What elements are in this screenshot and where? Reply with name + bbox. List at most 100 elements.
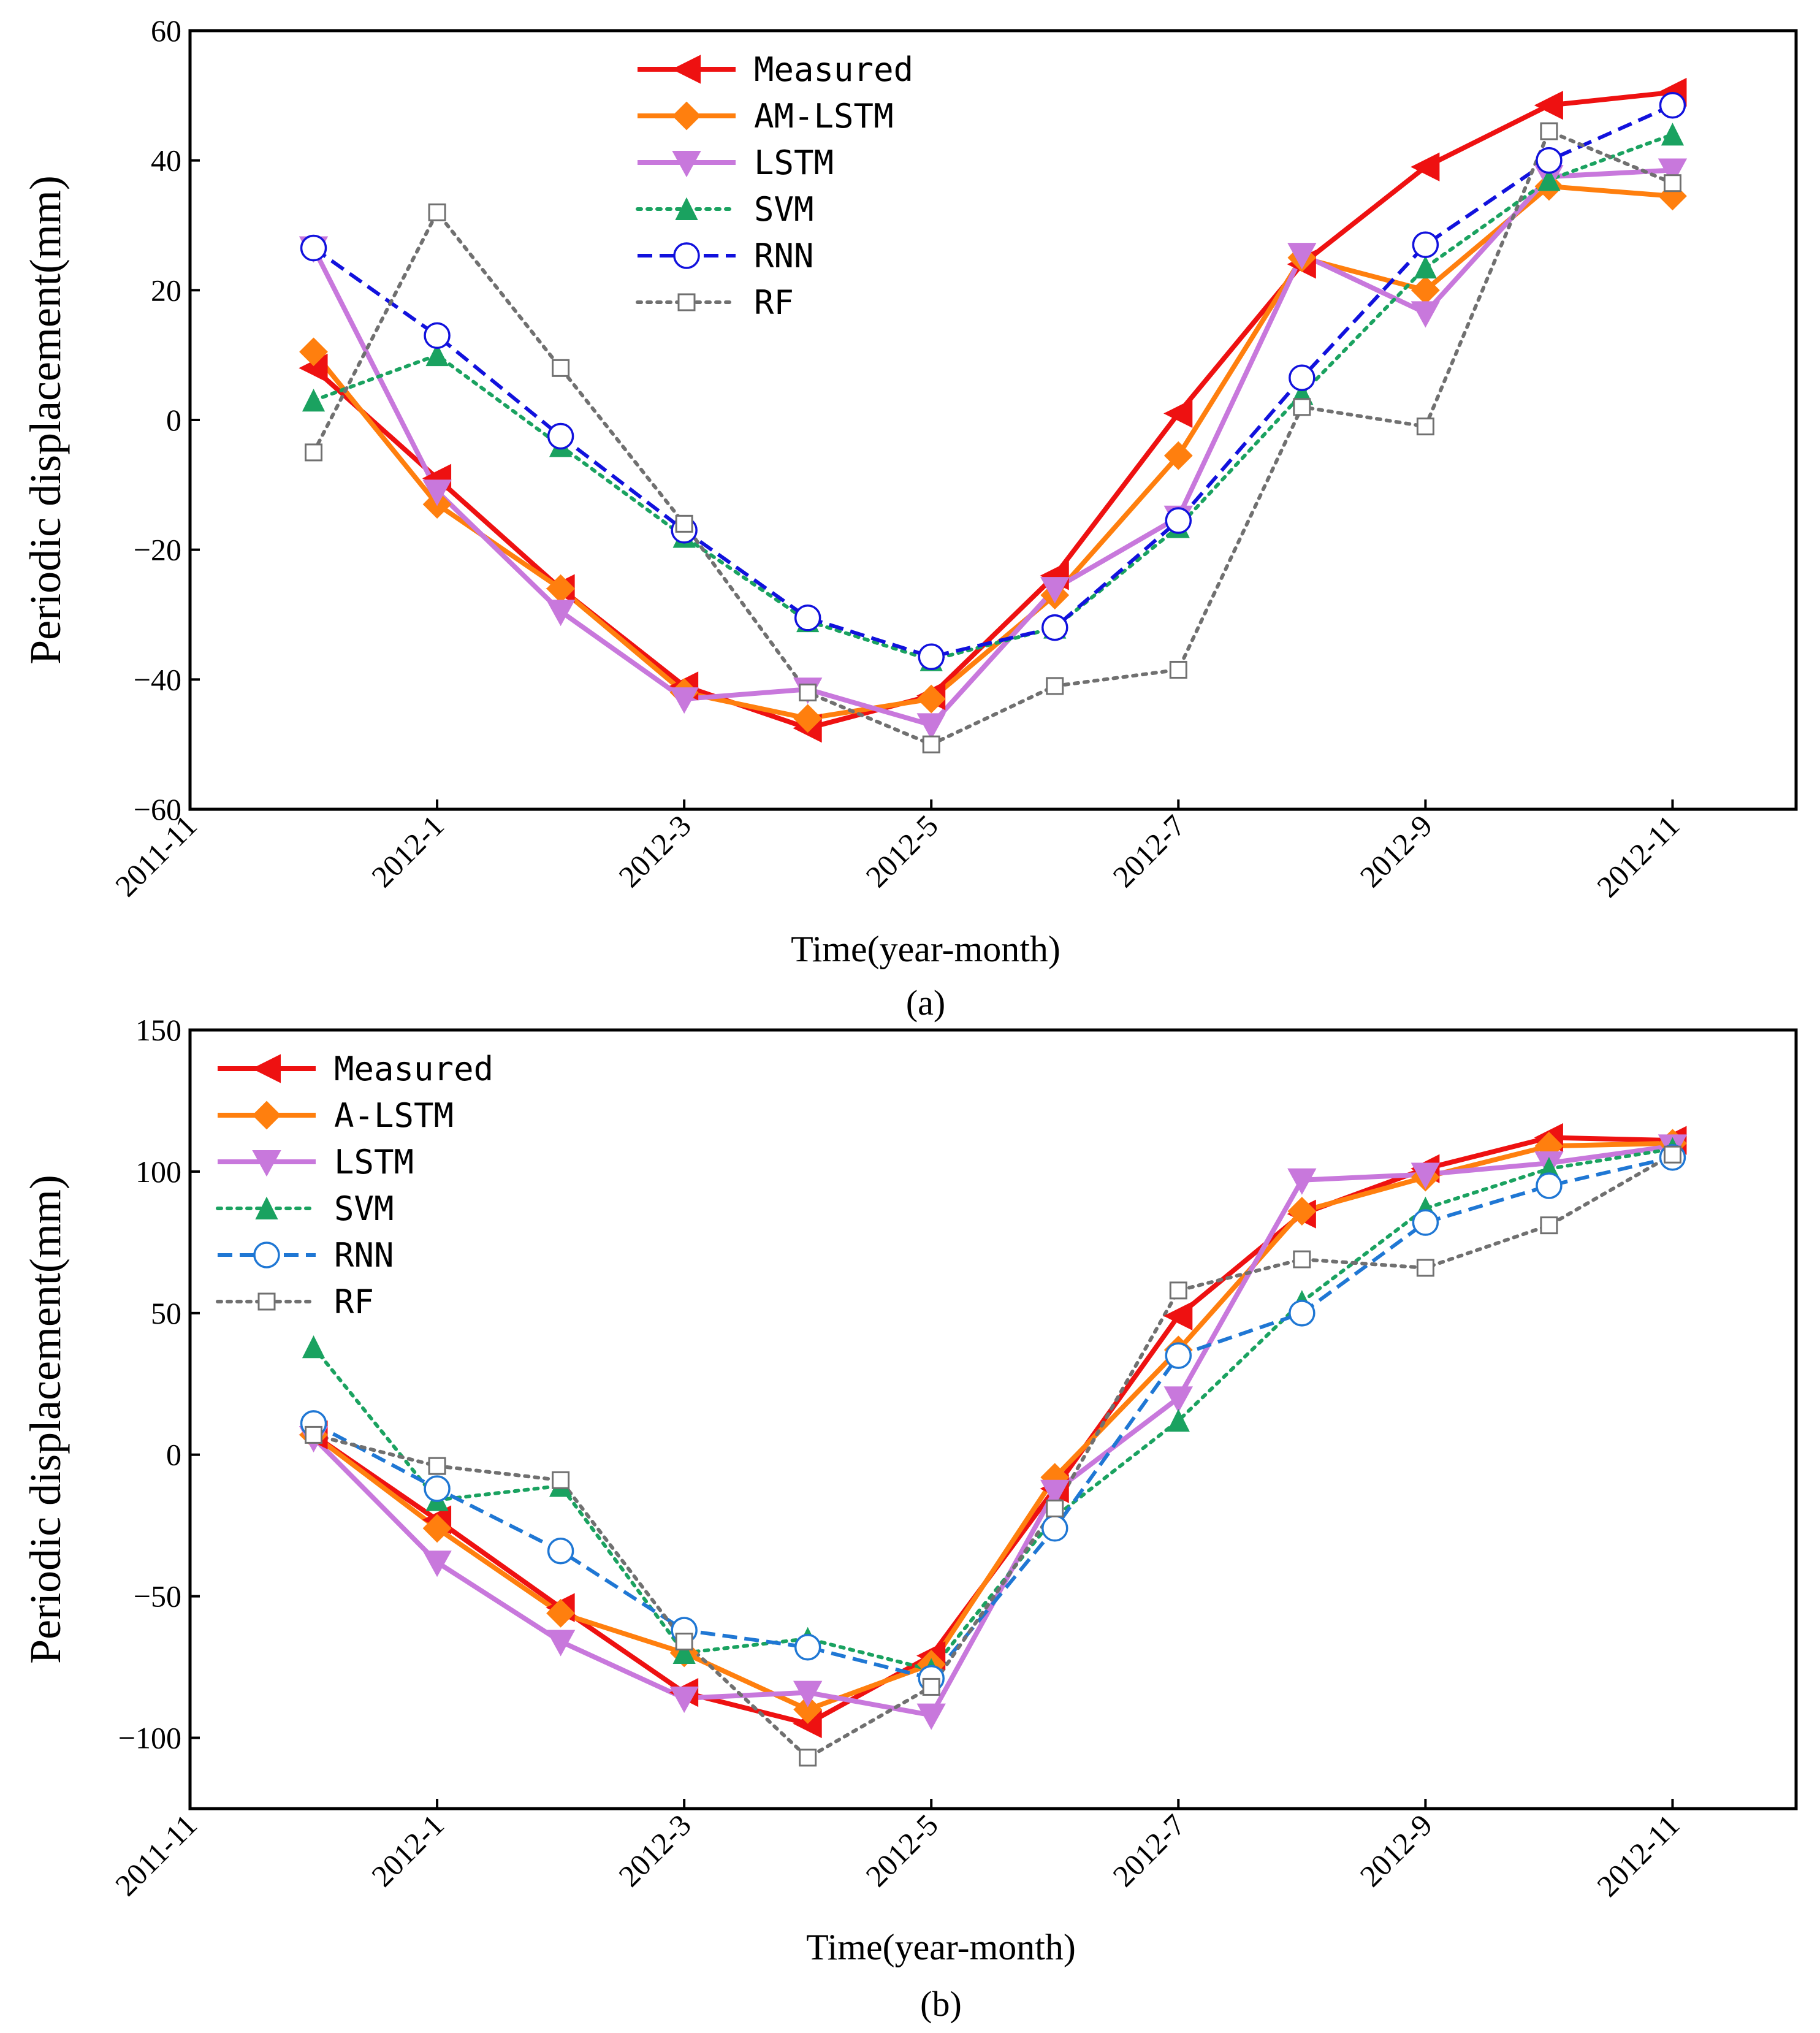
panel-caption-a: (a) [906,983,945,1023]
data-point-rf [1416,418,1434,436]
data-point-rf [1169,660,1187,679]
data-point-a-lstm [793,1695,823,1724]
data-point-rnn [794,1634,821,1661]
data-point-rf [675,1633,693,1651]
series-line-measured [311,90,1673,731]
y-tick-label: 60 [151,13,181,48]
data-point-rf [552,1471,570,1489]
y-tick-label: 0 [166,1438,181,1472]
data-point-rnn [424,1475,451,1502]
y-tick-label: −50 [134,1579,181,1614]
y-axis-label-a: Periodic displacement(mm) [21,175,70,665]
data-point-rf [1046,677,1064,695]
series-markers-b [299,1123,1688,1767]
data-point-lstm [1411,1162,1441,1189]
data-point-lstm [1658,158,1688,185]
y-tick-label: −20 [134,533,181,567]
series-line-rf [311,129,1675,747]
data-point-lstm [546,600,576,627]
data-point-rf [305,443,323,462]
data-point-lstm [546,1630,576,1657]
legend-label-lstm: LSTM [334,1143,414,1181]
data-point-am-lstm [793,704,823,733]
data-point-rf [1293,1250,1311,1268]
legend-label-rnn: RNN [334,1236,394,1275]
data-point-svm [1661,123,1685,146]
legend-marker-rf [257,1292,276,1311]
data-point-a-lstm [422,1514,452,1543]
data-point-lstm [793,1680,823,1707]
data-point-rnn [1289,1300,1316,1327]
series-line-rnn [313,1155,1673,1680]
data-point-rf [799,1749,817,1767]
data-point-rnn [1536,147,1563,174]
data-point-a-lstm [1287,1197,1317,1226]
legend-label-a-lstm: A-LSTM [334,1096,454,1135]
y-tick-label: 20 [151,273,181,307]
data-point-lstm [916,713,946,740]
data-point-rnn [1536,1172,1563,1199]
data-point-lstm [1040,577,1070,604]
data-point-rf [305,1425,323,1444]
y-tick-label: −40 [134,662,181,696]
data-point-rf [428,203,446,221]
data-point-svm [425,343,449,367]
legend-label-svm: SVM [754,190,814,229]
data-point-rf [1540,1216,1558,1235]
legend-marker-am-lstm [672,101,701,131]
data-point-a-lstm [546,1598,576,1628]
data-point-rnn [1412,1209,1439,1236]
data-point-measured [1534,91,1563,120]
data-point-am-lstm [916,684,946,714]
data-point-rnn [918,643,945,671]
data-point-svm [302,1335,326,1359]
data-point-rf [675,514,693,533]
data-point-rnn [1041,614,1068,641]
data-point-lstm [1411,301,1441,328]
legend-marker-svm [255,1196,278,1219]
data-point-lstm [422,1550,452,1577]
series-markers-a [299,77,1688,753]
legend-label-rf: RF [754,283,794,322]
data-point-lstm [1287,243,1317,270]
legend-marker-lstm [672,151,701,178]
data-point-am-lstm [299,337,328,367]
series-line-rf [311,1153,1675,1760]
data-point-rnn [1412,231,1439,258]
y-axis-label-b: Periodic displacement(mm) [21,1175,70,1664]
data-point-rf [1663,174,1681,193]
series-line-lstm [311,167,1673,728]
data-point-measured [1163,399,1193,429]
y-tick-label: 0 [166,403,181,437]
data-point-lstm [1040,1479,1070,1506]
data-point-rnn [1165,507,1192,534]
legend-label-rf: RF [334,1283,374,1321]
y-tick-label: 50 [151,1296,181,1330]
data-point-measured [1411,152,1440,181]
series-lines-b [311,1135,1675,1760]
data-point-svm [672,1641,696,1664]
data-point-rf [1046,1499,1064,1517]
data-point-rf [922,1677,940,1696]
data-point-svm [1537,168,1561,191]
data-point-lstm [1163,1386,1193,1413]
legend-label-rnn: RNN [754,237,814,275]
y-tick-label: −100 [118,1721,181,1755]
legend-marker-measured [671,55,701,84]
legend-b: Measured A-LSTM LSTM SVM RNN RF [216,1050,493,1321]
data-point-lstm [1287,1168,1317,1195]
data-point-rnn [300,234,327,262]
data-point-svm [1414,256,1437,279]
data-point-rf [1416,1259,1434,1277]
series-line-svm [311,1146,1675,1672]
data-point-lstm [422,479,452,506]
data-point-rf [1293,398,1311,416]
x-axis-label-a: Time(year-month) [791,929,1060,969]
x-axis-label-b: Time(year-month) [806,1927,1076,1967]
legend-label-svm: SVM [334,1189,394,1228]
data-point-rf [1169,1281,1187,1300]
data-point-rf [922,735,940,753]
legend-marker-measured [251,1054,281,1083]
legend-label-measured: Measured [754,50,913,89]
legend-marker-svm [675,197,698,220]
